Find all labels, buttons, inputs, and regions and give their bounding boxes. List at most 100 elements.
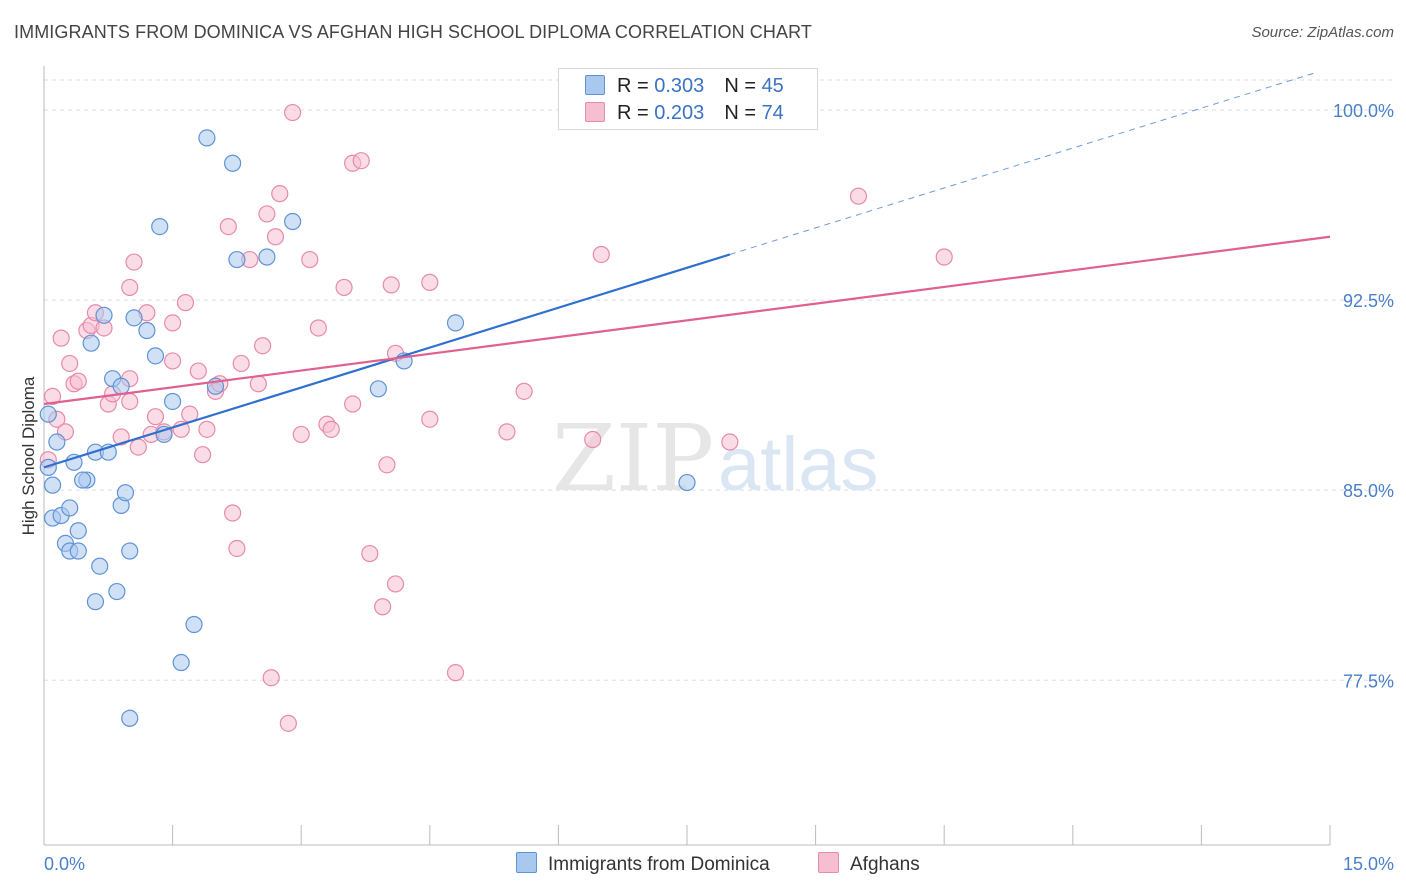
afghans-point xyxy=(584,430,602,449)
afghans-point xyxy=(279,714,297,732)
afghans-point xyxy=(249,375,267,393)
dominica-point xyxy=(121,542,139,560)
legend-n-value: 74 xyxy=(761,102,784,124)
afghans-point xyxy=(335,278,353,297)
legend-swatch-pink xyxy=(585,102,605,122)
bottom-legend-label: Afghans xyxy=(850,854,920,875)
afghans-point xyxy=(125,253,143,271)
dominica-point xyxy=(82,334,100,352)
afghans-point xyxy=(421,273,439,291)
afghans-point xyxy=(515,382,533,400)
dominica-point xyxy=(61,499,79,517)
afghans-point xyxy=(69,372,87,390)
y-tick-label: 100.0% xyxy=(1333,101,1394,121)
afghans-point xyxy=(121,278,139,297)
dominica-point xyxy=(151,218,169,236)
dominica-point xyxy=(48,433,66,451)
afghans-point xyxy=(446,664,465,682)
y-axis-title: High School Diploma xyxy=(19,376,38,535)
bottom-legend-dominica: Immigrants from Dominica xyxy=(516,852,770,876)
afghans-point xyxy=(112,428,130,446)
afghans-point xyxy=(344,395,362,413)
afghans-point xyxy=(219,218,237,236)
afghans-point xyxy=(121,392,139,411)
afghans-point xyxy=(43,387,62,406)
afghans-point xyxy=(352,152,370,170)
afghans-points xyxy=(39,103,953,732)
afghans-point xyxy=(292,425,310,444)
dominica-point xyxy=(138,321,156,340)
dominica-point xyxy=(172,653,190,672)
bottom-legend-afghans: Afghans xyxy=(818,852,920,876)
y-tick-label: 77.5% xyxy=(1343,671,1394,691)
legend-n-label: N = xyxy=(724,102,762,124)
afghans-point xyxy=(386,575,405,593)
afghans-point xyxy=(52,329,70,347)
afghans-point xyxy=(382,276,400,294)
afghans-point xyxy=(232,354,250,373)
dominica-point xyxy=(69,542,87,560)
afghans-point xyxy=(224,504,242,522)
afghans-point xyxy=(378,456,396,474)
gridlines xyxy=(44,79,1395,681)
tick-labels: 77.5% 85.0% 92.5% 100.0% 0.0% 15.0% xyxy=(44,101,1394,874)
dominica-point xyxy=(108,582,126,601)
afghans-point xyxy=(421,410,439,428)
dominica-point xyxy=(39,405,57,423)
afghans-point xyxy=(266,228,285,246)
bottom-swatch-blue xyxy=(516,852,537,873)
afghans-point xyxy=(361,544,379,563)
legend: R = 0.303 N = 45 R = 0.203 N = 74 xyxy=(558,68,818,130)
dominica-point xyxy=(678,473,696,492)
x-tick-label: 0.0% xyxy=(44,854,85,874)
dominica-trend-line xyxy=(43,253,731,469)
dominica-point xyxy=(121,709,139,727)
dominica-trend-extension xyxy=(729,71,1318,255)
afghans-point xyxy=(164,352,182,370)
trend-lines xyxy=(43,71,1331,469)
afghans-point xyxy=(374,598,392,616)
legend-row-dominica: R = 0.303 N = 45 xyxy=(585,75,784,99)
dominica-point xyxy=(284,212,302,231)
dominica-point xyxy=(73,471,92,489)
afghans-point xyxy=(198,420,216,438)
chart-title: IMMIGRANTS FROM DOMINICA VS AFGHAN HIGH … xyxy=(14,22,812,42)
afghans-point xyxy=(189,362,207,380)
y-tick-label: 92.5% xyxy=(1343,291,1394,311)
dominica-point xyxy=(125,309,143,327)
dominica-point xyxy=(69,522,87,540)
dominica-point xyxy=(91,557,109,575)
afghans-point xyxy=(254,337,272,355)
watermark-zip: ZIP xyxy=(552,405,714,512)
dominica-point xyxy=(39,458,57,476)
afghans-point xyxy=(322,420,340,438)
dominica-point xyxy=(228,250,246,269)
afghans-point xyxy=(129,438,147,456)
afghans-point xyxy=(262,669,280,687)
afghans-point xyxy=(271,185,289,203)
dominica-point xyxy=(198,129,216,147)
afghans-point xyxy=(164,314,182,332)
bottom-swatch-pink xyxy=(818,852,839,873)
legend-r-label: R = xyxy=(617,75,655,97)
afghans-point xyxy=(935,248,953,266)
dominica-point xyxy=(86,593,105,611)
afghans-point xyxy=(498,423,516,441)
afghans-point xyxy=(176,294,195,312)
afghans-point xyxy=(194,446,212,464)
afghans-point xyxy=(228,539,246,558)
afghans-point xyxy=(146,408,165,426)
dominica-point xyxy=(164,392,182,411)
dominica-point xyxy=(185,615,203,634)
afghans-point xyxy=(61,354,79,373)
dominica-point xyxy=(95,306,113,324)
watermark-atlas: atlas xyxy=(718,422,879,507)
dominica-point xyxy=(43,476,62,494)
axes xyxy=(43,66,1331,846)
legend-n-label: N = xyxy=(724,75,762,97)
legend-r-value: 0.203 xyxy=(654,102,705,124)
source-label: Source: ZipAtlas.com xyxy=(1251,24,1394,41)
y-tick-label: 85.0% xyxy=(1343,481,1394,501)
afghans-point xyxy=(284,103,302,122)
